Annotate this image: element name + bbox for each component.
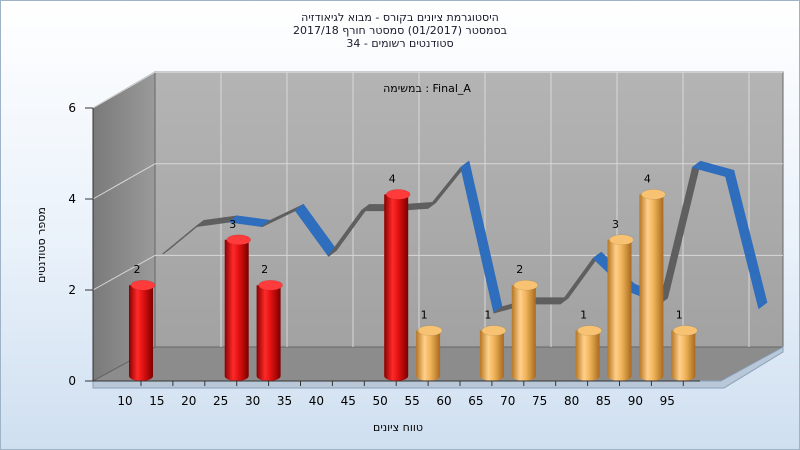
x-tick-label: 75	[532, 394, 547, 408]
x-tick-label: 80	[564, 394, 579, 408]
bar-value-label: 2	[516, 263, 523, 276]
x-tick-label: 55	[404, 394, 419, 408]
bar-body	[511, 285, 536, 382]
bars-group: 2 3 2 4 1 1 2 1 3 4 1	[129, 172, 698, 382]
bar-body	[416, 330, 441, 382]
bar-value-label: 4	[644, 172, 651, 185]
chart-title: היסטוגרמת ציונים בקורס - מבוא לגיאודזיה	[301, 11, 499, 24]
bar-top	[673, 325, 698, 336]
x-tick-label: 20	[181, 394, 196, 408]
bar-top	[577, 325, 602, 336]
x-axis-title: טווח ציונים	[373, 421, 423, 434]
y-axis-title: מספר סטודנטים	[35, 207, 48, 283]
bar-body	[129, 285, 153, 381]
bar-value-label: 1	[484, 309, 491, 322]
bar-top	[641, 189, 666, 200]
bar-top	[258, 279, 283, 291]
bar-body	[479, 330, 504, 382]
x-tick-label: 35	[277, 394, 292, 408]
x-tick-label: 10	[117, 394, 132, 408]
bar-value-label: 2	[134, 263, 141, 276]
bar-top	[130, 279, 156, 291]
bar-value-label: 1	[676, 309, 683, 322]
x-tick-label: 65	[468, 394, 483, 408]
chart-subtitle: בסמסטר (01/2017) סמסטר חורף 2017/18	[293, 24, 507, 37]
trend-segment	[725, 169, 768, 309]
bar-body	[575, 330, 600, 382]
x-tick-label: 50	[373, 394, 388, 408]
bar-top	[481, 325, 507, 336]
bar-body	[384, 194, 409, 382]
x-tick-label: 30	[245, 394, 260, 408]
bar-value-label: 2	[261, 263, 268, 276]
y-tick-label: 6	[68, 101, 76, 115]
x-tick-label: 90	[628, 394, 643, 408]
x-axis: 10 15 20 25 30 35 40 45 50 55 60 65 70 75 80 85 90 95	[93, 380, 700, 408]
x-tick-label: 95	[660, 394, 675, 408]
bar-body	[671, 330, 696, 382]
bar-top	[385, 189, 411, 200]
bar-top	[609, 234, 634, 246]
chart-registered-count: סטודנטים רשומים - 34	[346, 37, 454, 50]
bar-body	[256, 285, 281, 382]
bar-body	[607, 239, 632, 382]
y-tick-label: 0	[68, 374, 76, 388]
grid-line-side	[92, 254, 156, 291]
x-tick-label: 25	[213, 394, 228, 408]
bar-value-label: 3	[612, 218, 619, 231]
y-tick-label: 4	[68, 192, 76, 206]
bar-value-label: 1	[421, 309, 428, 322]
x-tick-label: 85	[596, 394, 611, 408]
chart-title-block: היסטוגרמת ציונים בקורס - מבוא לגיאודזיה …	[0, 11, 800, 50]
x-tick-label: 40	[309, 394, 324, 408]
trend-ribbon	[162, 160, 768, 314]
bar-value-label: 1	[580, 309, 587, 322]
bar-body	[639, 194, 664, 382]
y-axis: 0 2 4 6	[68, 101, 94, 388]
bar-body	[224, 239, 249, 382]
bar-top	[226, 234, 251, 246]
x-tick-label: 45	[341, 394, 356, 408]
bar-top	[513, 279, 539, 291]
grid-line-side	[92, 71, 156, 109]
bar-top	[417, 325, 443, 336]
bar-value-label: 3	[229, 218, 236, 231]
chart-floor-front	[92, 346, 784, 389]
chart-annotation: במשימה : Final_A	[383, 82, 471, 95]
y-tick-label: 2	[68, 283, 76, 297]
grid-line-side	[92, 163, 156, 200]
x-tick-label: 15	[149, 394, 164, 408]
x-tick-label: 60	[436, 394, 451, 408]
bar-value-label: 4	[389, 172, 396, 185]
grid-lines	[92, 71, 783, 347]
x-tick-label: 70	[500, 394, 515, 408]
